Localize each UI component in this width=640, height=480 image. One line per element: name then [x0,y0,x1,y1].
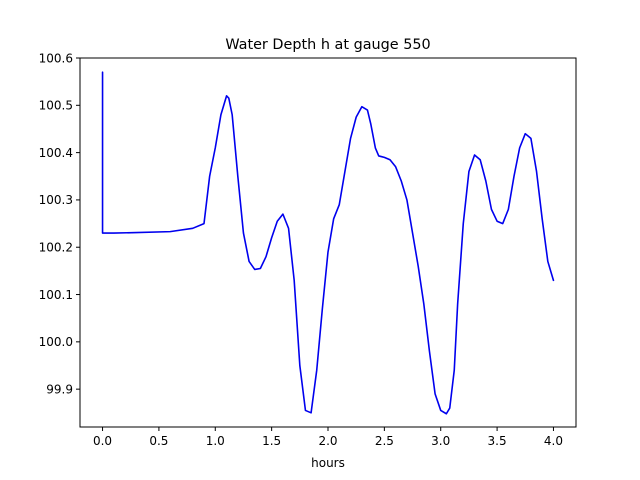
x-tick-label: 0.0 [93,434,112,448]
x-axis-label: hours [311,456,345,470]
x-tick-label: 0.5 [149,434,168,448]
x-tick-label: 3.0 [431,434,450,448]
y-tick-label: 99.9 [46,382,73,396]
y-tick-label: 100.0 [39,335,73,349]
y-tick-label: 100.2 [39,241,73,255]
y-tick-label: 100.1 [39,288,73,302]
x-tick-label: 2.0 [318,434,337,448]
y-tick-label: 100.6 [39,51,73,65]
x-axis: 0.0 0.5 1.0 1.5 2.0 2.5 3.0 3.5 4.0 [93,427,563,448]
chart-title: Water Depth h at gauge 550 [225,37,430,53]
y-axis: 99.9 100.0 100.1 100.2 100.3 100.4 100.5 100.6 [39,51,80,396]
x-tick-label: 3.5 [488,434,507,448]
x-tick-label: 2.5 [375,434,394,448]
series-line-0 [101,71,555,415]
x-tick-label: 1.5 [262,434,281,448]
y-tick-label: 100.5 [39,99,73,113]
y-tick-label: 100.4 [39,146,73,160]
x-tick-label: 4.0 [544,434,563,448]
y-tick-label: 100.3 [39,193,73,207]
x-tick-label: 1.0 [206,434,225,448]
